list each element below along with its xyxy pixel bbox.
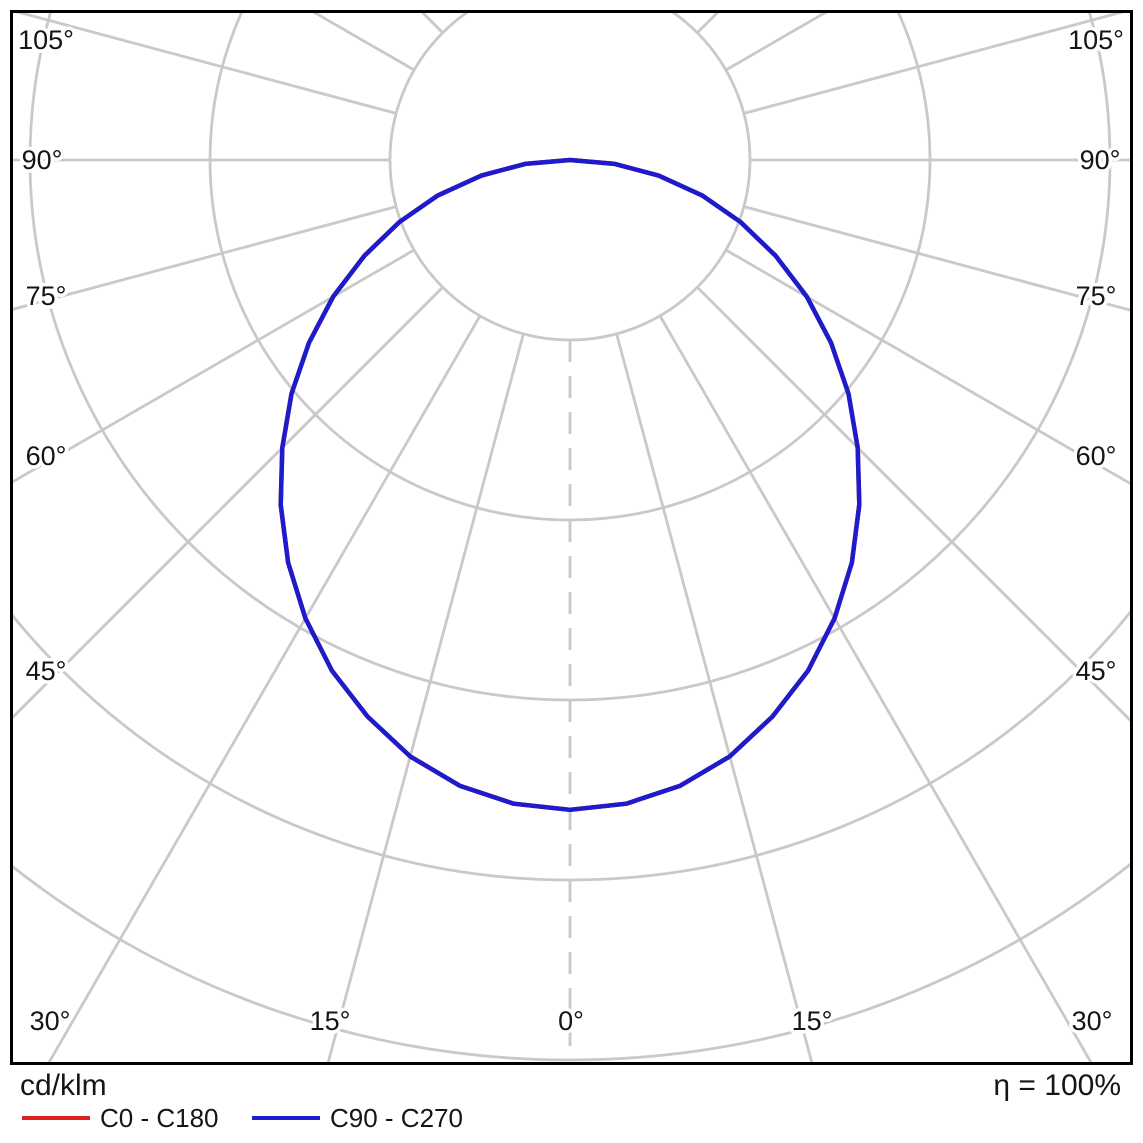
angle-label: 90° bbox=[1080, 145, 1121, 175]
curves bbox=[278, 157, 862, 813]
angle-labels: 0° 15° 15° 30° 30° 45° 45° 60° 60° 75° 75° 90° 90° 10… bbox=[15, 22, 1128, 1040]
grid-ring bbox=[13, 610, 1130, 882]
angle-label: 0° bbox=[558, 1006, 584, 1036]
grid-spoke bbox=[13, 205, 397, 311]
grid-spoke bbox=[725, 248, 1130, 485]
grid-ring bbox=[388, 13, 752, 342]
grid-spoke bbox=[0, 0, 480, 4]
legend: cd/klm C0 - C180 C90 - C270 η = 100% bbox=[20, 1069, 1121, 1133]
units-label: cd/klm bbox=[20, 1069, 107, 1102]
angle-label: 60° bbox=[26, 441, 67, 471]
grid-ring bbox=[13, 862, 1130, 1062]
angle-label: 90° bbox=[22, 145, 63, 175]
angle-label: 105° bbox=[18, 25, 74, 55]
legend-label-c90-c270: C90 - C270 bbox=[330, 1103, 463, 1133]
grid-spoke bbox=[696, 286, 1130, 722]
grid-spoke bbox=[47, 315, 482, 1062]
curve-c90-c270 bbox=[278, 157, 862, 813]
grid-spoke bbox=[326, 333, 525, 1062]
legend-label-c0-c180: C0 - C180 bbox=[100, 1103, 219, 1133]
angle-label: 105° bbox=[1068, 25, 1124, 55]
angle-label: 45° bbox=[26, 656, 67, 686]
angle-label: 75° bbox=[26, 281, 67, 311]
angle-label: 75° bbox=[1076, 281, 1117, 311]
angle-label: 15° bbox=[310, 1006, 351, 1036]
angle-label: 30° bbox=[30, 1006, 71, 1036]
grid-spoke bbox=[13, 248, 415, 484]
grid-ring bbox=[208, 13, 932, 522]
angle-label: 30° bbox=[1072, 1006, 1113, 1036]
angle-label: 15° bbox=[792, 1006, 833, 1036]
grid-spoke bbox=[658, 315, 1093, 1062]
angle-label: 60° bbox=[1076, 441, 1117, 471]
angle-label: 45° bbox=[1076, 656, 1117, 686]
efficiency-label: η = 100% bbox=[993, 1069, 1121, 1102]
grid-spoke bbox=[15, 13, 397, 115]
grid-spoke bbox=[615, 333, 814, 1062]
plot-frame bbox=[10, 10, 1133, 1065]
grid-spoke bbox=[660, 0, 1143, 4]
grid-spoke bbox=[13, 286, 444, 719]
grid-spoke bbox=[743, 205, 1130, 312]
grid-spoke bbox=[743, 13, 1125, 115]
